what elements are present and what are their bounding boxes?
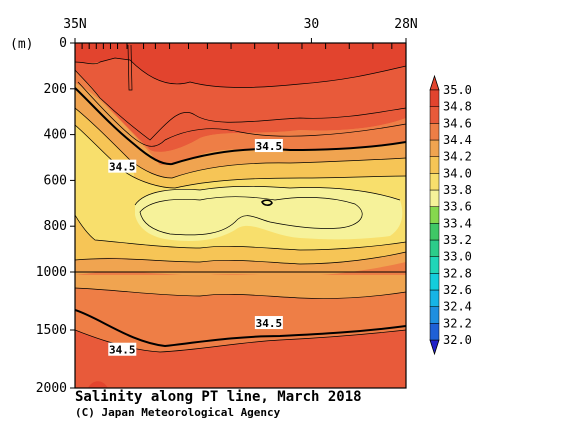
svg-text:34.5: 34.5: [109, 344, 136, 357]
x-axis-ticks: 35N 30 28N: [63, 17, 418, 43]
y-tick-label-7: 2000: [36, 381, 67, 396]
chart-credit: (C) Japan Meteorological Agency: [75, 406, 281, 419]
contour-33-8-core: [139, 196, 363, 236]
band-34-4-34-6-lower-transition: [75, 275, 406, 299]
x-tick-label-2: 28N: [394, 17, 417, 32]
band-34-6-deep: [75, 330, 406, 388]
plot-frame: [74, 42, 407, 389]
svg-text:34.5: 34.5: [109, 161, 136, 174]
colorbar-label-2: 32.4: [443, 300, 472, 314]
contour-label-3: 34.5: [108, 342, 137, 357]
y-tick-label-4: 800: [44, 219, 67, 234]
band-33-6-33-8: [135, 186, 403, 241]
colorbar-label-15: 35.0: [443, 83, 472, 97]
colorbar-label-11: 34.2: [443, 150, 472, 164]
y-tick-label-5: 1000: [36, 265, 67, 280]
contour-34-0-lower: [75, 214, 406, 251]
y-tick-label-1: 200: [44, 82, 67, 97]
colorbar-segment-0: [429, 323, 440, 341]
colorbar-label-13: 34.6: [443, 116, 472, 130]
colorbar-label-8: 33.6: [443, 200, 472, 214]
y-tick-label-0: 0: [59, 36, 67, 51]
svg-text:34.5: 34.5: [256, 140, 283, 153]
contour-small-loop: [261, 199, 273, 206]
colorbar-label-9: 33.8: [443, 183, 472, 197]
colorbar-segment-8: [429, 189, 440, 207]
y-tick-label-6: 1500: [36, 323, 67, 338]
colorbar-segment-14: [429, 89, 440, 107]
colorbar-segment-5: [429, 239, 440, 257]
contour-deep-b: [75, 251, 406, 265]
colorbar-label-5: 33.0: [443, 250, 472, 264]
colorbar-label-7: 33.4: [443, 216, 472, 230]
colorbar-top-cap: [429, 74, 440, 91]
contour-deep-a: [75, 287, 406, 299]
contour-34-5-upper: [75, 87, 406, 166]
colorbar-label-6: 33.2: [443, 233, 472, 247]
band-34-8-surface: [75, 43, 406, 88]
colorbar-segment-13: [429, 106, 440, 124]
y-tick-label-3: 600: [44, 173, 67, 188]
contour-label-1: 34.5: [108, 159, 137, 174]
contour-34-8: [75, 57, 406, 88]
contour-34-0: [134, 186, 401, 206]
y-axis-ticks: 0 200 400 600 800 1000 1500 2000: [36, 36, 75, 396]
colorbar-segment-2: [429, 289, 440, 307]
colorbar-segment-6: [429, 223, 440, 241]
salinity-fields: [75, 43, 406, 388]
x-tick-label-1: 30: [304, 17, 320, 32]
colorbar-label-12: 34.4: [443, 133, 472, 147]
svg-text:34.5: 34.5: [256, 317, 283, 330]
band-34-4-34-6-upper: [75, 70, 406, 165]
colorbar-label-3: 32.6: [443, 283, 472, 297]
contour-labels: 34.5 34.5 34.5 34.5: [108, 139, 283, 357]
y-axis-label: (m): [10, 37, 33, 52]
chart-title: Salinity along PT line, March 2018: [75, 389, 362, 405]
colorbar-segment-10: [429, 156, 440, 174]
contour-34-5-lower: [75, 309, 406, 348]
colorbar-segment-9: [429, 173, 440, 191]
colorbar-bottom-cap: [429, 339, 440, 356]
colorbar-segment-7: [429, 206, 440, 224]
colorbar-label-0: 32.0: [443, 333, 472, 347]
contour-label-2: 34.5: [254, 316, 283, 330]
contour-lines: [75, 44, 406, 353]
contour-west-spike: [127, 44, 133, 91]
band-34-6-34-8-upper: [75, 58, 406, 152]
patch-bottom-west: [88, 381, 108, 388]
colorbar: 32.0 32.2 32.4 32.6 32.8 33.0 33.2 33.4 33.6 33.8…: [429, 74, 472, 356]
colorbar-segment-12: [429, 123, 440, 141]
colorbar-label-14: 34.8: [443, 100, 472, 114]
colorbar-segment-4: [429, 256, 440, 274]
colorbar-label-1: 32.2: [443, 316, 472, 330]
x-tick-label-0: 35N: [63, 17, 86, 32]
contour-34-7: [75, 69, 406, 141]
colorbar-label-10: 34.0: [443, 166, 472, 180]
colorbar-segment-3: [429, 273, 440, 291]
colorbar-segment-11: [429, 139, 440, 157]
contour-34-4: [75, 107, 406, 179]
colorbar-segment-1: [429, 306, 440, 324]
contour-label-0: 34.5: [254, 139, 283, 153]
colorbar-label-4: 32.8: [443, 266, 472, 280]
patch-west-upper: [77, 149, 88, 165]
contour-34-6: [77, 81, 406, 147]
station-ticks: [74, 43, 407, 49]
y-tick-label-2: 400: [44, 128, 67, 143]
